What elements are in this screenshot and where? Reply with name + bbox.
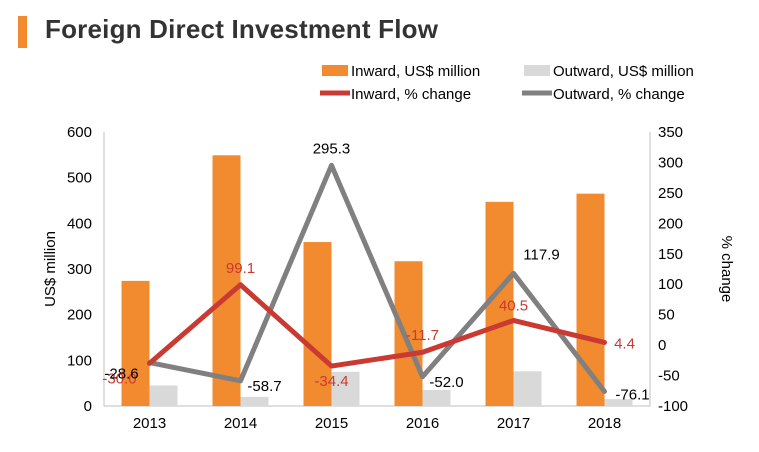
- y2-tick-label: -100: [658, 398, 688, 415]
- x-tick-label: 2018: [588, 415, 621, 432]
- inward-bar: [485, 201, 514, 406]
- y2-axis-title: % change: [718, 236, 735, 303]
- data-labels: -30.0 99.1 -34.4 -11.7 40.5 4.4 -28.6 -58.7 295.…: [102, 140, 649, 403]
- legend-label: Outward, US$ million: [553, 63, 694, 80]
- inward-bar: [121, 280, 150, 406]
- inward-change-label: -34.4: [314, 373, 348, 390]
- outward-bar: [331, 371, 360, 406]
- outward-bar: [513, 371, 542, 406]
- y2-tick-label: -50: [658, 368, 680, 385]
- y2-tick-label: 200: [658, 215, 683, 232]
- outward-change-label: -28.6: [104, 366, 138, 383]
- y-tick-label: 0: [84, 398, 92, 415]
- legend-label: Inward, US$ million: [351, 63, 480, 80]
- y2-tick-label: 0: [658, 337, 666, 354]
- x-tick-label: 2016: [406, 415, 439, 432]
- y2-tick-label: 300: [658, 154, 683, 171]
- x-tick-label: 2013: [133, 415, 166, 432]
- y-tick-label: 200: [67, 307, 92, 324]
- outward-change-label: -52.0: [429, 374, 463, 391]
- x-tick-label: 2015: [315, 415, 348, 432]
- axes: 0 100 200 300 400 500 600 -100 -50 0 50 100 150 200 25…: [42, 124, 735, 432]
- outward-change-label: -58.7: [247, 378, 281, 395]
- lines: [147, 162, 607, 394]
- y2-tick-label: 100: [658, 276, 683, 293]
- inward-bar: [394, 261, 423, 406]
- y2-tick-label: 350: [658, 124, 683, 141]
- legend-swatch: [524, 65, 550, 76]
- inward-bar: [212, 155, 241, 406]
- inward-bar: [303, 242, 332, 406]
- title-accent-bar: [18, 16, 27, 48]
- y-axis-title: US$ million: [42, 231, 59, 307]
- x-tick-label: 2017: [497, 415, 530, 432]
- inward-change-label: 40.5: [499, 297, 528, 314]
- y-tick-label: 400: [67, 215, 92, 232]
- y2-tick-label: 250: [658, 185, 683, 202]
- y-tick-label: 500: [67, 170, 92, 187]
- y2-tick-label: 50: [658, 307, 675, 324]
- legend-label: Inward, % change: [351, 86, 471, 103]
- outward-bar: [422, 390, 451, 406]
- outward-change-label: 295.3: [313, 140, 351, 157]
- chart-title: Foreign Direct Investment Flow: [45, 14, 439, 44]
- inward-change-line: [147, 282, 607, 369]
- outward-bar: [604, 399, 633, 406]
- legend: Inward, US$ million Outward, US$ million I…: [320, 63, 694, 103]
- x-tick-label: 2014: [224, 415, 257, 432]
- outward-change-line: [147, 162, 607, 394]
- outward-change-label: -76.1: [615, 386, 649, 403]
- inward-change-label: 99.1: [226, 260, 255, 277]
- legend-label: Outward, % change: [553, 86, 685, 103]
- y-tick-label: 300: [67, 261, 92, 278]
- bars: [121, 155, 633, 406]
- inward-change-label: -11.7: [406, 327, 439, 344]
- y-tick-label: 100: [67, 352, 92, 369]
- inward-change-label: -30.0: [102, 370, 136, 387]
- outward-change-label: 117.9: [523, 246, 559, 263]
- y-tick-label: 600: [67, 124, 92, 141]
- legend-swatch: [322, 65, 348, 76]
- inward-change-label: 4.4: [614, 335, 635, 352]
- outward-bar: [149, 385, 178, 406]
- outward-bar: [240, 396, 269, 406]
- y2-tick-label: 150: [658, 246, 683, 263]
